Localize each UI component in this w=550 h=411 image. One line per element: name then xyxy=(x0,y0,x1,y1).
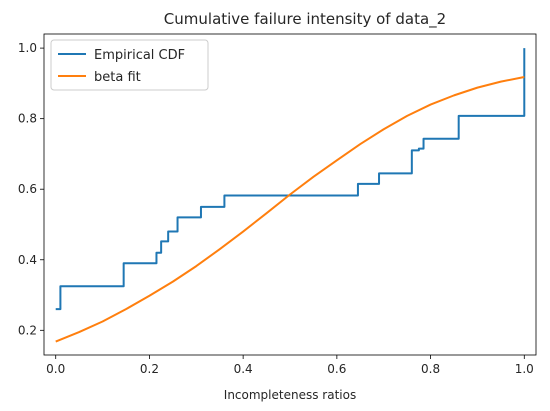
x-tick-label: 1.0 xyxy=(515,362,534,376)
y-tick-label: 1.0 xyxy=(18,41,37,55)
x-axis: 0.0 0.2 0.4 0.6 0.8 1.0 xyxy=(46,355,534,376)
plot-frame xyxy=(43,33,537,356)
x-tick-label: 0.0 xyxy=(46,362,65,376)
y-tick-label: 0.4 xyxy=(18,253,37,267)
x-tick-label: 0.4 xyxy=(234,362,253,376)
y-tick-label: 0.2 xyxy=(18,323,37,337)
chart-title: Cumulative failure intensity of data_2 xyxy=(164,10,446,29)
x-tick-label: 0.8 xyxy=(421,362,440,376)
y-axis: 0.2 0.4 0.6 0.8 1.0 xyxy=(18,41,44,337)
x-tick-label: 0.6 xyxy=(327,362,346,376)
x-tick-label: 0.2 xyxy=(140,362,159,376)
legend-label-beta-fit: beta fit xyxy=(94,70,141,85)
x-axis-label: Incompleteness ratios xyxy=(224,388,356,402)
series-line-beta-fit xyxy=(55,76,525,343)
legend: Empirical CDF beta fit xyxy=(50,39,209,91)
legend-label-empirical-cdf: Empirical CDF xyxy=(94,48,185,63)
legend-box xyxy=(50,39,209,91)
y-tick-label: 0.8 xyxy=(18,112,37,126)
y-tick-label: 0.6 xyxy=(18,182,37,196)
